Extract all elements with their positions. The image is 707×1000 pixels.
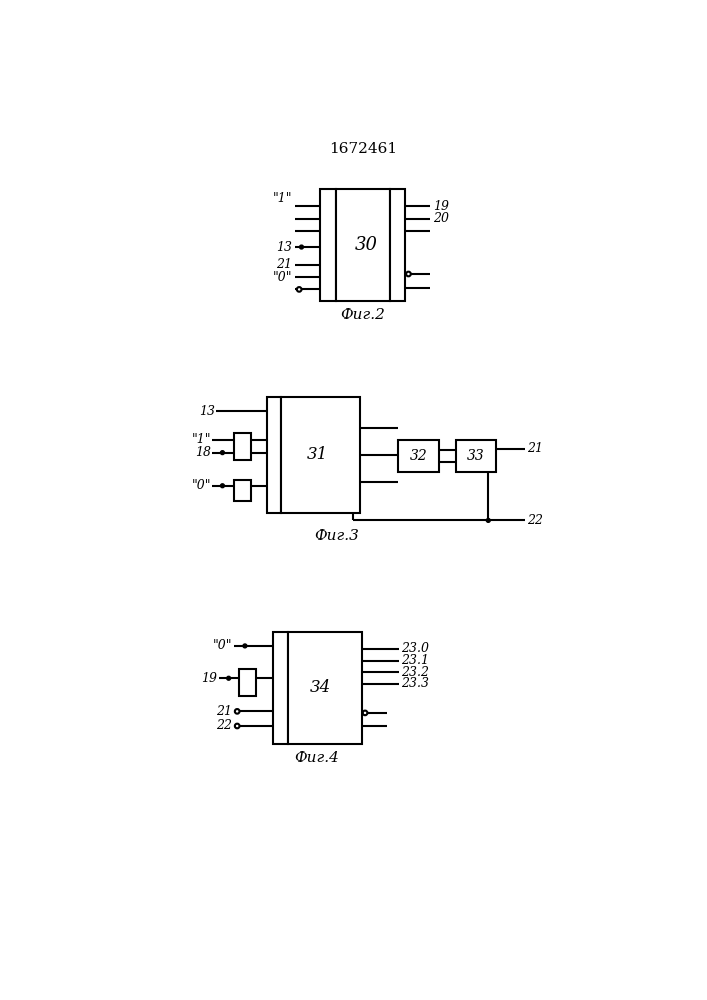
Bar [281,397,360,513]
Text: 21: 21 [276,258,292,271]
Bar [390,189,405,301]
Text: Фиг.4: Фиг.4 [295,751,339,765]
Bar [456,440,496,472]
Circle shape [227,676,230,680]
Text: "0": "0" [273,271,292,284]
Circle shape [406,272,411,276]
Circle shape [235,724,240,728]
Bar [234,433,251,460]
Text: 21: 21 [527,442,543,455]
Text: Фиг.2: Фиг.2 [340,308,385,322]
Bar [320,189,336,301]
Text: "0": "0" [213,639,233,652]
Circle shape [243,644,247,648]
Bar [234,480,251,501]
Circle shape [235,709,240,714]
Bar [398,440,438,472]
Text: 22: 22 [216,719,233,732]
Text: 23.2: 23.2 [401,666,428,679]
Text: "0": "0" [192,479,211,492]
Text: 1672461: 1672461 [329,142,397,156]
Text: 13: 13 [276,241,292,254]
Circle shape [221,451,224,455]
Text: 22: 22 [527,514,543,527]
Bar [273,632,288,744]
Text: "1": "1" [273,192,292,205]
Circle shape [486,518,490,522]
Text: Фиг.3: Фиг.3 [314,529,359,543]
Text: 13: 13 [199,405,215,418]
Text: 23.3: 23.3 [401,677,428,690]
Text: 18: 18 [195,446,211,459]
Bar [267,397,281,513]
Bar [336,189,390,301]
Text: 34: 34 [310,679,332,696]
Text: 20: 20 [433,212,449,225]
Circle shape [221,484,224,488]
Circle shape [300,245,303,249]
Text: 30: 30 [355,236,378,254]
Text: 23.1: 23.1 [401,654,428,667]
Text: 19: 19 [433,200,449,213]
Bar [288,632,362,744]
Bar [239,669,256,696]
Text: 32: 32 [409,449,428,463]
Text: 33: 33 [467,449,485,463]
Text: 21: 21 [216,705,233,718]
Text: 23.0: 23.0 [401,642,428,655]
Circle shape [297,287,301,292]
Text: "1": "1" [192,433,211,446]
Circle shape [363,711,368,715]
Text: 19: 19 [201,672,217,685]
Text: 31: 31 [306,446,327,463]
